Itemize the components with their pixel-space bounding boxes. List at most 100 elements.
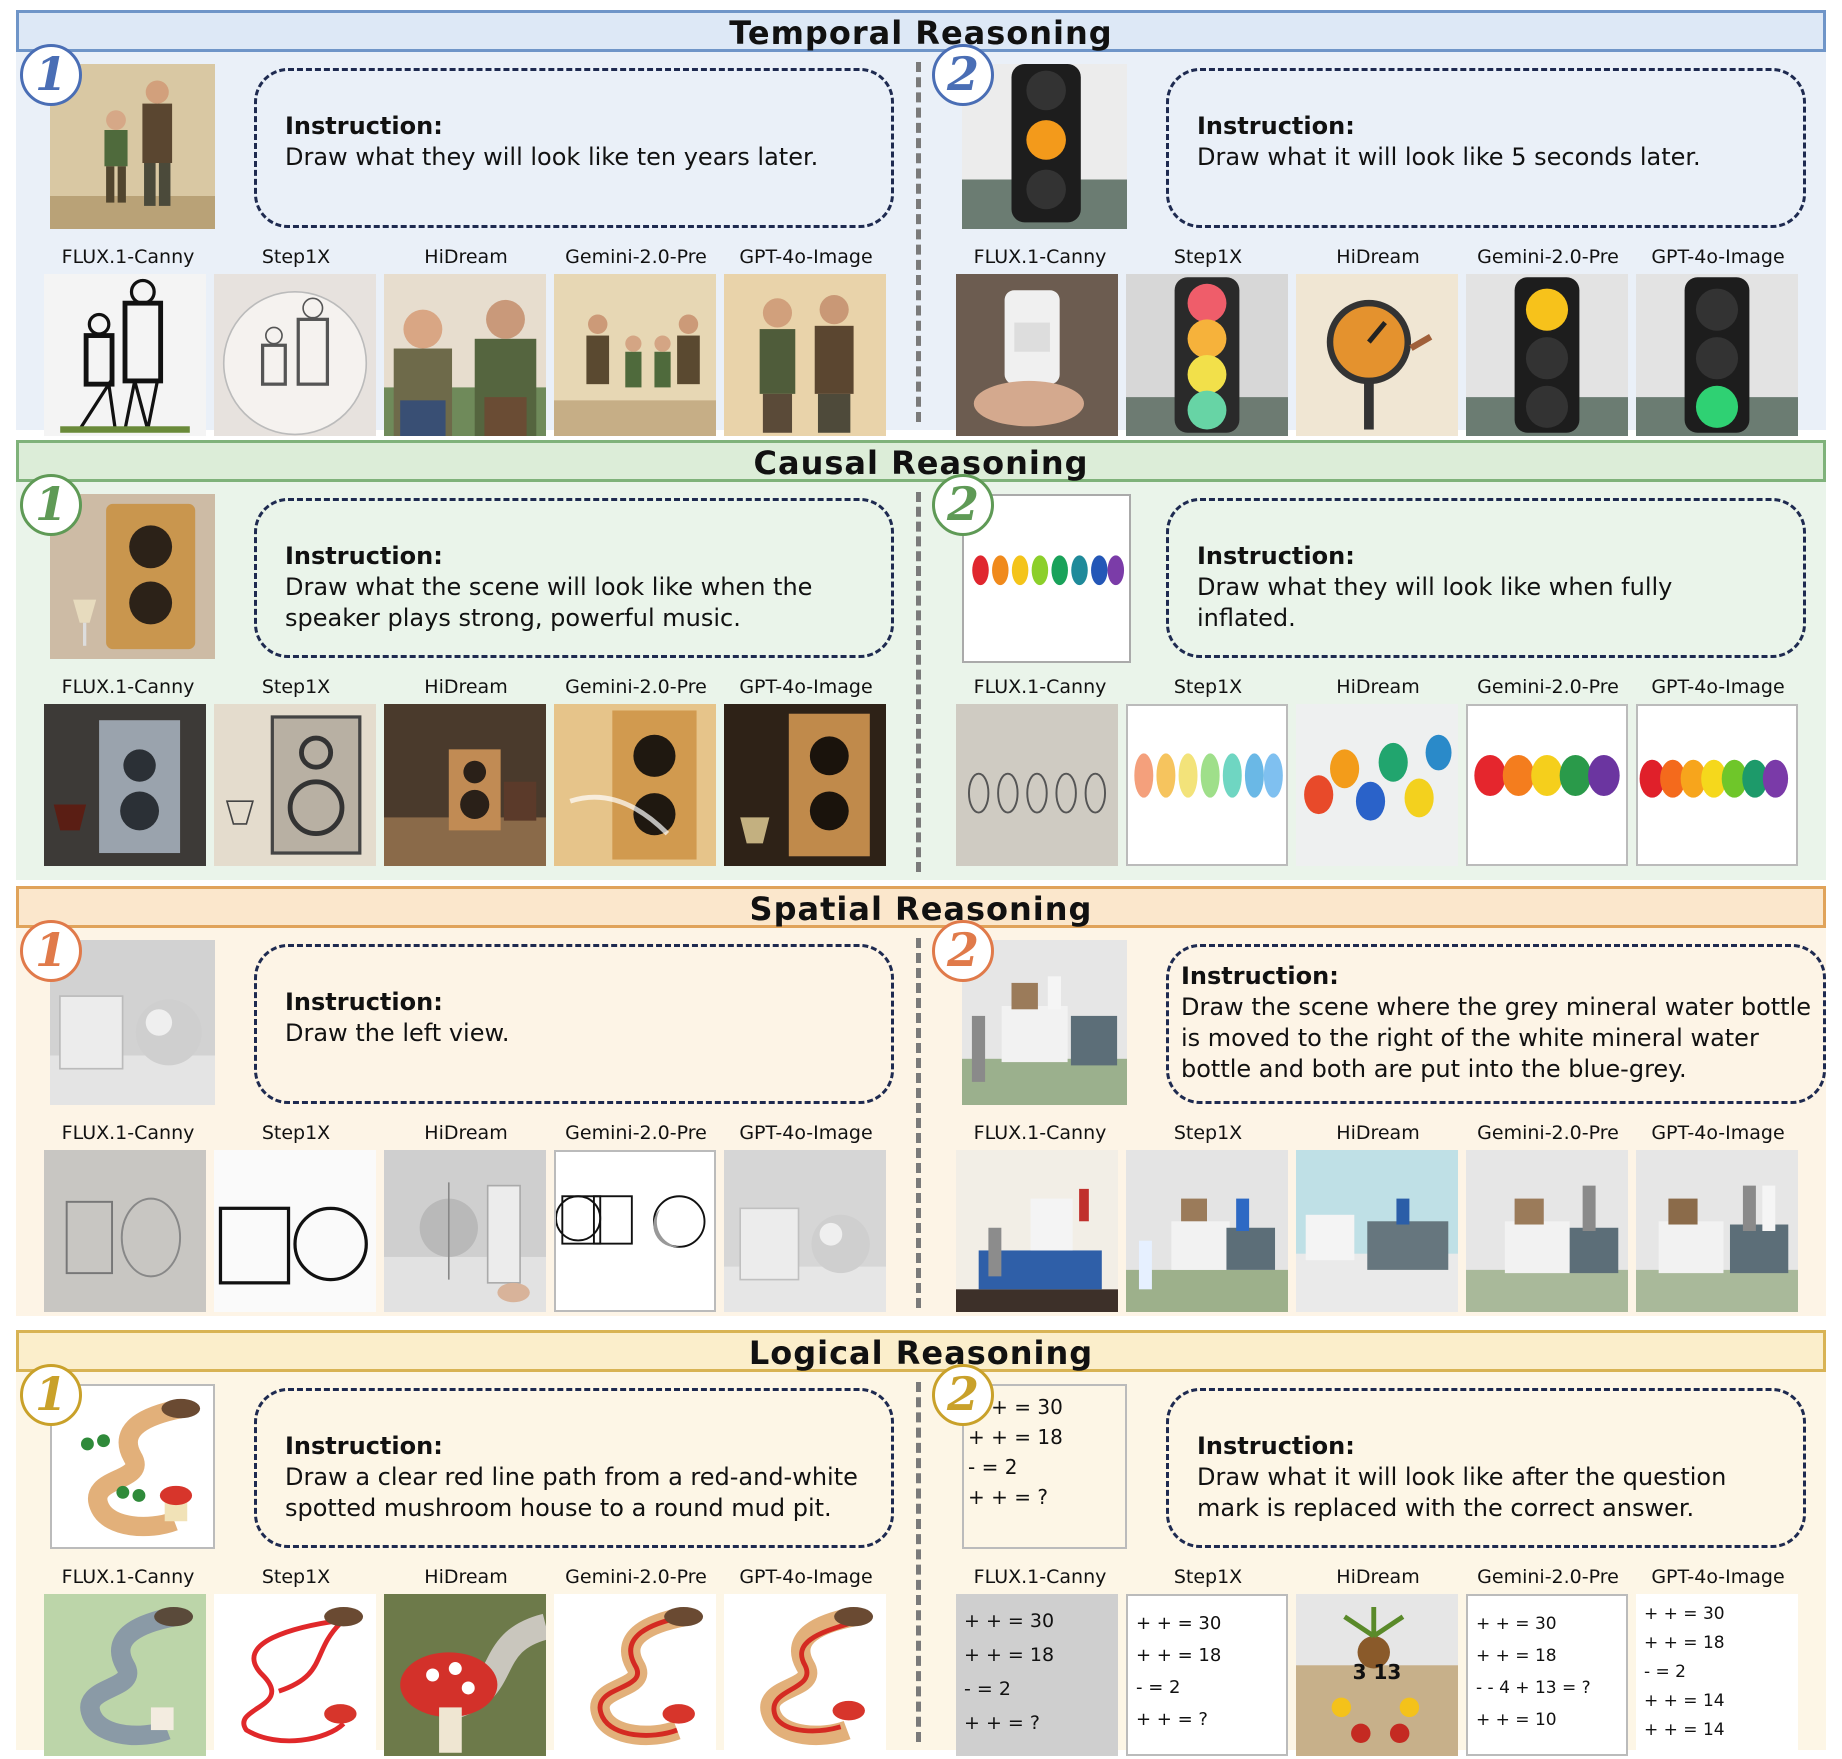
logical-case-2: 2 + + = 30 + + = 18 - = 2 + + = ? Instru… [932,1364,1826,1756]
output-image-gpt: + + = 30 + + = 18 - = 2 + + = 14 + + = 1… [1636,1594,1798,1756]
output-image-hidream [384,1594,546,1756]
output-image-gpt [1636,704,1798,866]
case-divider [916,492,921,872]
output-image-flux [44,274,206,436]
output-image-step1x [214,704,376,866]
output-image-gpt [724,704,886,866]
instruction-text: Draw what they will look like ten years … [285,143,819,171]
puzzle-row: + + = 18 [964,1644,1055,1666]
instruction-box: Instruction: Draw what they will look li… [1166,498,1806,658]
output-image-flux [44,1150,206,1312]
puzzle-row: + + = 14 [1644,1720,1725,1740]
output-image-flux [956,274,1118,436]
case-number-badge: 2 [932,1364,994,1426]
output-image-gpt [1636,274,1798,436]
model-labels: FLUX.1-Canny Step1X HiDream Gemini-2.0-P… [956,246,1816,272]
puzzle-row: + + = 30 [964,1610,1055,1632]
case-number-badge: 2 [932,44,994,106]
output-image-hidream [384,274,546,436]
case-number-badge: 1 [20,920,82,982]
model-outputs [44,1594,904,1759]
instruction-text: Draw the left view. [285,1019,510,1047]
instruction-text-line-1: Draw a clear red line path from a red-an… [285,1463,858,1491]
output-image-gemini [1466,1150,1628,1312]
model-outputs [956,274,1816,439]
model-label-gemini: Gemini-2.0-Pre [565,246,707,268]
model-label-hidream: HiDream [424,1566,508,1588]
output-image-gemini: + + = 30 + + = 18 - - 4 + 13 = ? + + = 1… [1466,1594,1628,1756]
puzzle-row: + + = ? [1136,1709,1208,1730]
puzzle-row: + + = ? [964,1712,1040,1734]
case-number-badge: 2 [932,474,994,536]
puzzle-row: + + = 18 [1476,1646,1557,1666]
instruction-label: Instruction: [285,112,443,140]
instruction-text-line-2: spotted mushroom house to a round mud pi… [285,1494,832,1522]
model-labels: FLUX.1-Canny Step1X HiDream Gemini-2.0-P… [44,1566,904,1592]
instruction-text: Draw what it will look like 5 seconds la… [1197,143,1701,171]
model-label-flux: FLUX.1-Canny [973,246,1107,268]
instruction-text-line-1: Draw what the scene will look like when … [285,573,813,601]
output-image-step1x: + + = 30 + + = 18 - = 2 + + = ? [1126,1594,1288,1756]
output-image-hidream [1296,1150,1458,1312]
case-divider [916,1382,921,1742]
model-label-flux: FLUX.1-Canny [973,1566,1107,1588]
spatial-case-2: 2 Instruction: Draw the scene where the … [932,920,1826,1315]
output-image-gemini [554,274,716,436]
model-label-flux: FLUX.1-Canny [61,1566,195,1588]
instruction-label: Instruction: [1197,1432,1355,1460]
puzzle-row: + + = 30 [1136,1613,1222,1634]
puzzle-row: + + = 18 [1136,1645,1222,1666]
output-image-gpt [724,1594,886,1756]
temporal-case-1: 1 Instruction: Draw what they will look … [20,44,914,436]
section-title: Spatial Reasoning [16,886,1826,928]
model-labels: FLUX.1-Canny Step1X HiDream Gemini-2.0-P… [44,246,904,272]
model-label-gpt: GPT-4o-Image [1651,676,1785,698]
puzzle-row: - = 2 [1136,1677,1181,1698]
output-image-flux [956,1150,1118,1312]
output-image-gemini [554,704,716,866]
temporal-section: Temporal Reasoning 1 Instruction: Draw w… [16,10,1826,436]
puzzle-row: - = 2 [968,1455,1018,1479]
model-label-gemini: Gemini-2.0-Pre [1477,246,1619,268]
output-image-gemini [1466,704,1628,866]
instruction-box: Instruction: Draw the scene where the gr… [1166,944,1826,1104]
model-outputs [956,704,1816,869]
model-outputs: + + = 30 + + = 18 - = 2 + + = ? + + = 30… [956,1594,1816,1759]
output-image-flux [956,704,1118,866]
model-label-gpt: GPT-4o-Image [739,1122,873,1144]
instruction-text-line-1: Draw what it will look like after the qu… [1197,1463,1727,1491]
instruction-text: Draw what they will look like when fully… [1197,573,1673,632]
logical-case-1: 1 Instruction: Draw a clear red line pat… [20,1364,914,1756]
model-label-hidream: HiDream [424,1122,508,1144]
causal-case-1: 1 Instruction: Draw what the scene will … [20,474,914,876]
case-divider [916,62,921,422]
model-label-step1x: Step1X [1173,246,1243,268]
model-label-gpt: GPT-4o-Image [1651,1566,1785,1588]
puzzle-row: - = 2 [1644,1662,1687,1682]
instruction-label: Instruction: [285,988,443,1016]
instruction-label: Instruction: [1181,962,1339,990]
instruction-box: Instruction: Draw a clear red line path … [254,1388,894,1548]
output-image-step1x [214,1150,376,1312]
puzzle-row: + + = ? [968,1485,1048,1509]
output-image-hidream [1296,274,1458,436]
spatial-case-1: 1 Instruction: Draw the left view. FLUX.… [20,920,914,1312]
instruction-box: Instruction: Draw what it will look like… [1166,68,1806,228]
puzzle-row: + + = 30 [1644,1604,1725,1624]
input-image-deflated-balloons [962,494,1131,663]
output-image-gemini [554,1594,716,1756]
output-image-step1x [1126,704,1288,866]
model-outputs [44,704,904,869]
model-label-hidream: HiDream [1336,246,1420,268]
input-image-bottles-shelf [962,940,1127,1105]
instruction-text-line-2: mark is replaced with the correct answer… [1197,1494,1695,1522]
instruction-text-line-2: is moved to the right of the white miner… [1181,1024,1759,1052]
puzzle-row: + + = 14 [1644,1691,1725,1711]
puzzle-row: + + = 18 [1644,1633,1725,1653]
output-image-step1x [214,274,376,436]
output-image-flux: + + = 30 + + = 18 - = 2 + + = ? [956,1594,1118,1756]
model-label-flux: FLUX.1-Canny [973,676,1107,698]
input-image-speaker [50,494,215,659]
model-outputs [956,1150,1816,1315]
model-label-hidream: HiDream [424,246,508,268]
